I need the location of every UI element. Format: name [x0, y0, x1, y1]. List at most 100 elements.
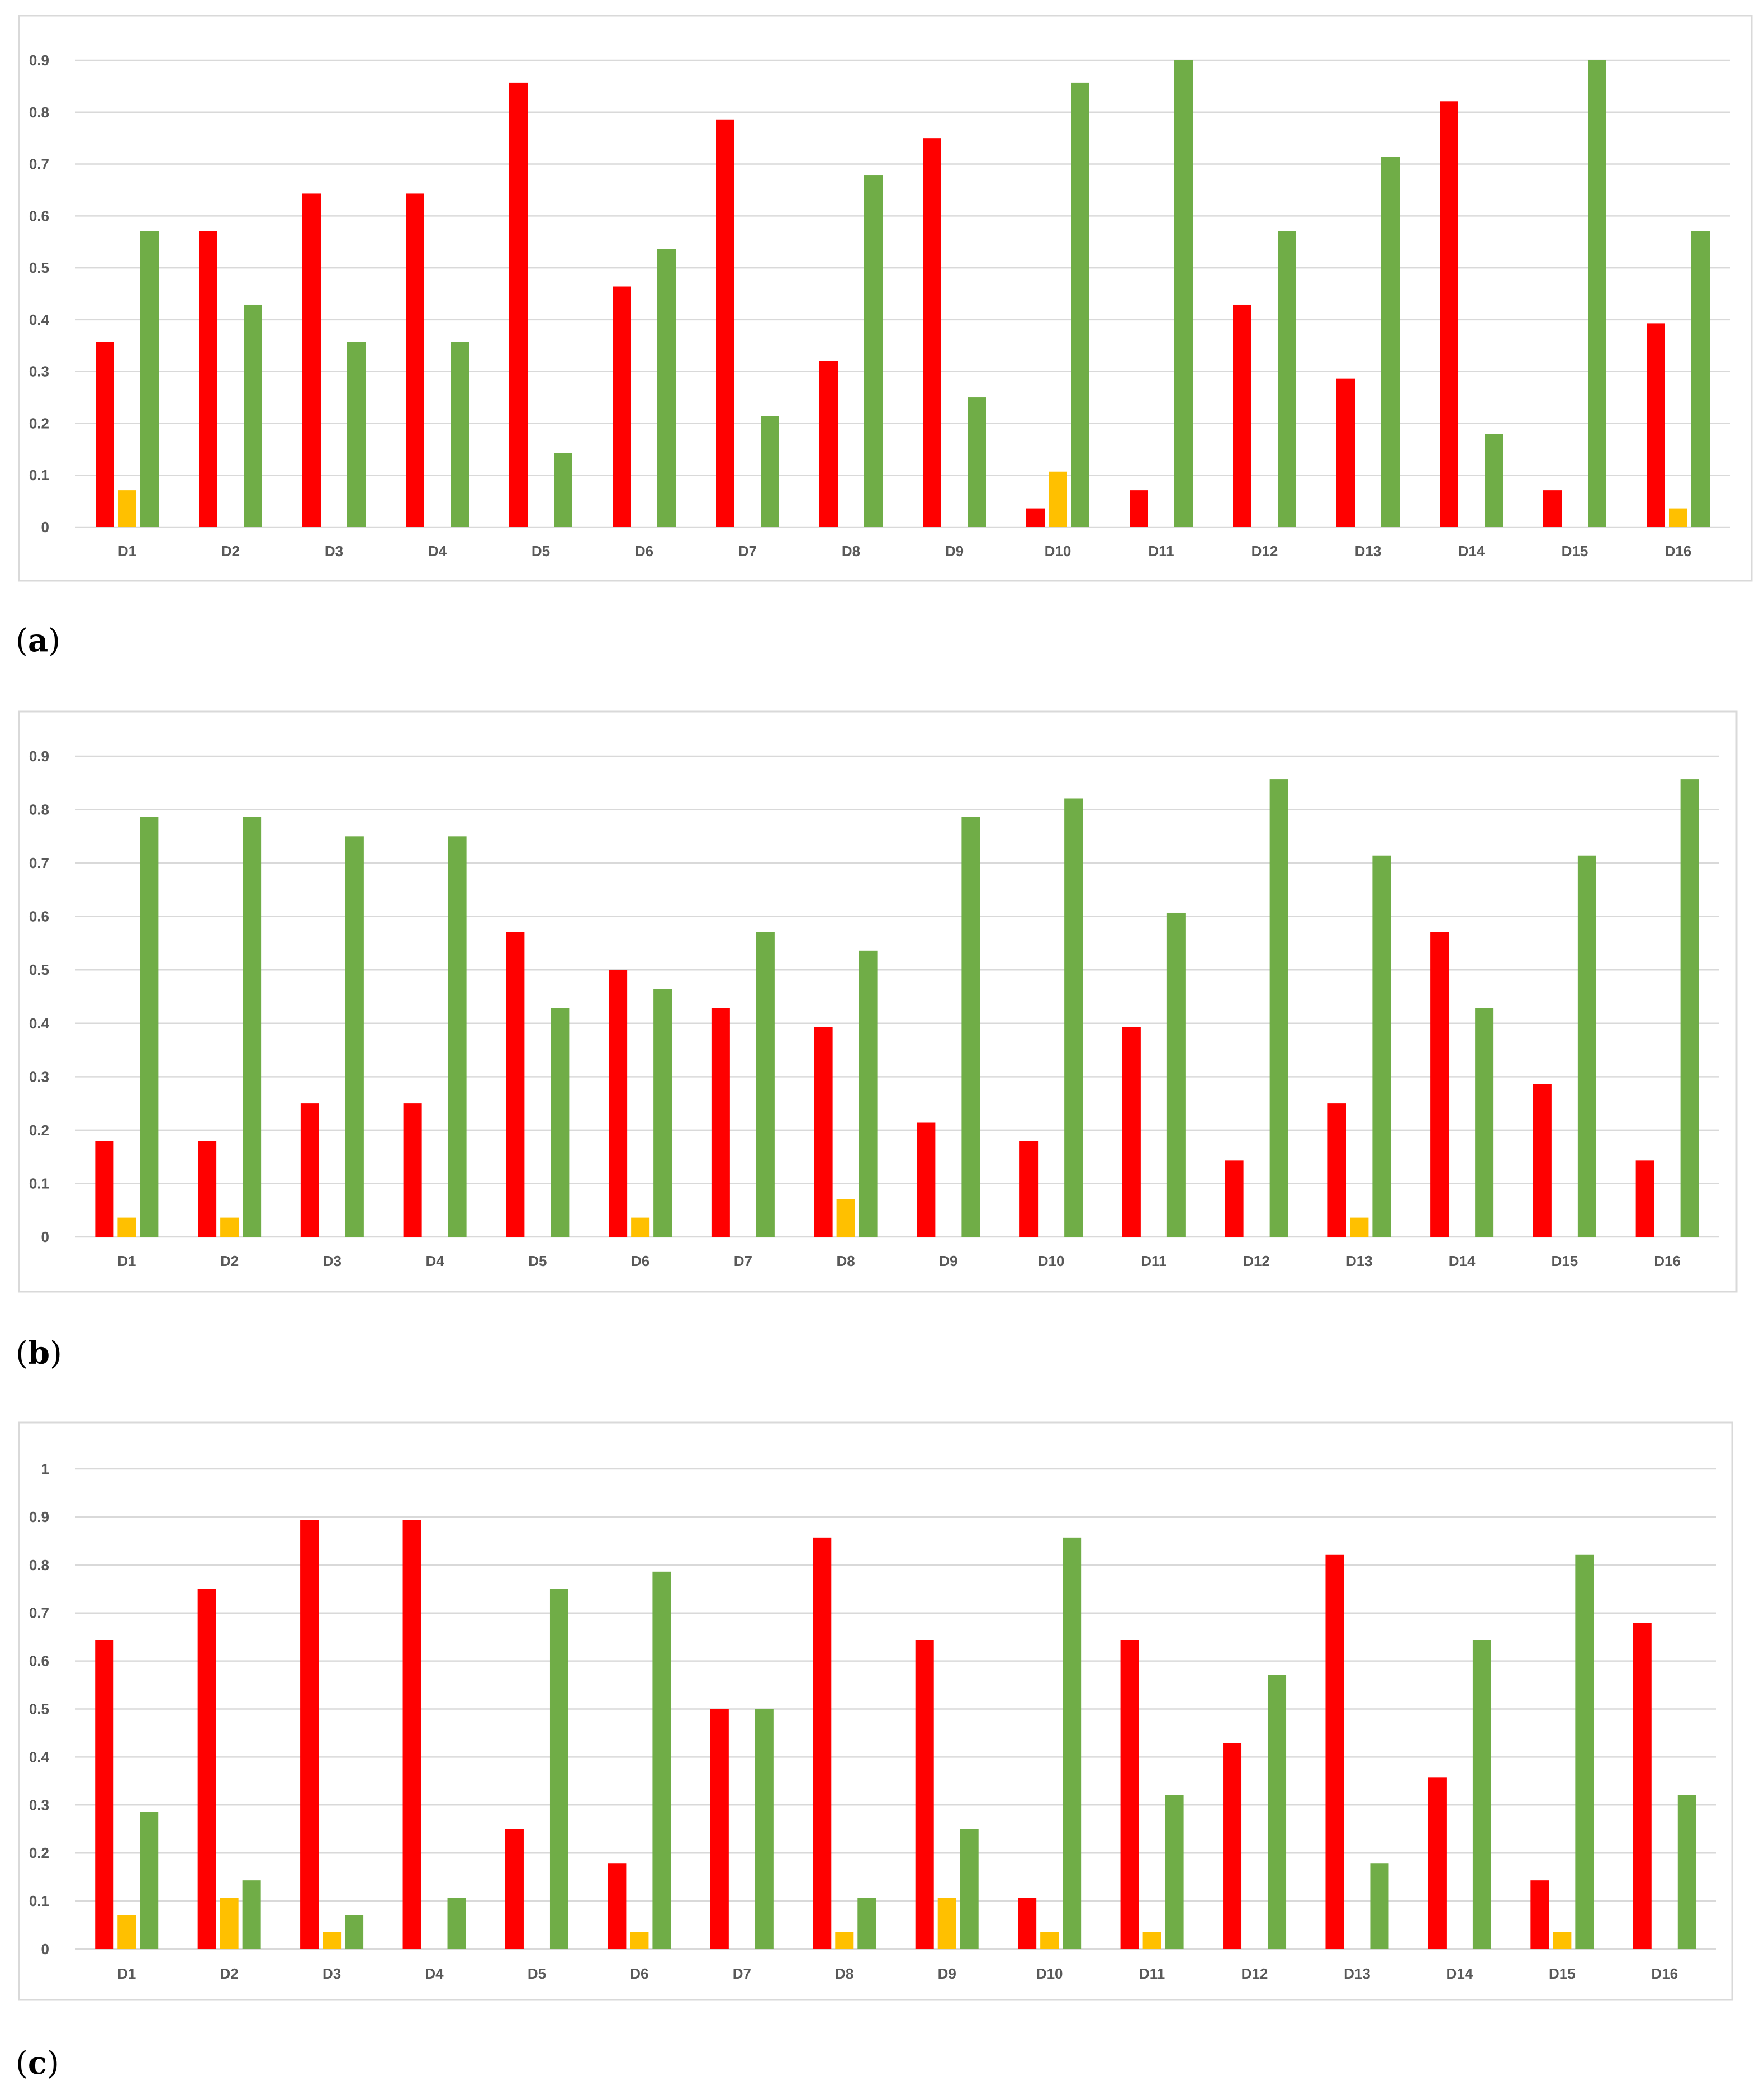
bar-red-d3 [300, 1520, 319, 1949]
bar-red-d16 [1647, 323, 1665, 527]
bar-red-d12 [1225, 1160, 1244, 1237]
y-tick-label: 0.9 [29, 52, 49, 69]
x-tick-label: D9 [939, 1253, 957, 1269]
x-tick-label: D5 [528, 1253, 547, 1269]
bar-red-d10 [1026, 508, 1045, 527]
y-tick-label: 1 [41, 1461, 49, 1477]
bar-red-d16 [1635, 1160, 1654, 1237]
bar-red-d5 [505, 1829, 524, 1949]
bar-red-d16 [1633, 1623, 1652, 1949]
bar-yellow-d10 [1040, 1932, 1059, 1949]
x-tick-label: D3 [323, 1253, 342, 1269]
x-tick-label: D4 [426, 1253, 445, 1269]
y-tick-label: 0.7 [29, 156, 49, 173]
bar-green-d16 [1680, 779, 1699, 1237]
bar-yellow-d8 [835, 1932, 854, 1949]
bar-green-d13 [1370, 1863, 1389, 1949]
y-tick-label: 0.5 [29, 961, 49, 978]
bar-green-d15 [1575, 1554, 1594, 1949]
bar-red-d6 [613, 286, 631, 527]
bar-green-d10 [1063, 1537, 1082, 1949]
bar-red-d12 [1233, 304, 1251, 527]
bar-green-d4 [451, 342, 469, 527]
bar-red-d1 [95, 1141, 114, 1237]
bar-yellow-d6 [631, 1217, 650, 1237]
bar-green-d2 [242, 1880, 261, 1949]
x-tick-label: D16 [1654, 1253, 1681, 1269]
bar-red-d2 [197, 1589, 216, 1949]
bar-red-d13 [1325, 1554, 1344, 1949]
bar-red-d8 [819, 361, 838, 527]
x-tick-label: D10 [1038, 1253, 1065, 1269]
bar-red-d11 [1122, 1027, 1141, 1237]
bar-green-d2 [243, 817, 262, 1237]
x-tick-label: D2 [221, 543, 240, 560]
x-tick-label: D10 [1036, 1965, 1063, 1982]
x-tick-label: D3 [323, 1965, 341, 1982]
y-tick-label: 0.3 [29, 1796, 49, 1813]
y-tick-label: 0.5 [29, 1701, 49, 1718]
panel-label-c: (c) [16, 2045, 59, 2081]
bar-red-d11 [1120, 1640, 1139, 1949]
bar-red-d2 [198, 1141, 217, 1237]
bar-green-d12 [1269, 779, 1288, 1237]
x-tick-label: D12 [1251, 543, 1278, 560]
bar-red-d13 [1327, 1103, 1346, 1237]
bar-green-d16 [1677, 1795, 1696, 1949]
bar-yellow-d1 [118, 490, 136, 527]
bar-yellow-d8 [836, 1199, 855, 1237]
bar-red-d10 [1019, 1141, 1039, 1237]
x-tick-label: D8 [842, 543, 860, 560]
bar-red-d5 [506, 932, 525, 1237]
bar-red-d14 [1428, 1777, 1447, 1949]
y-tick-label: 0 [41, 1941, 49, 1957]
x-tick-label: D7 [733, 1965, 751, 1982]
x-tick-label: D13 [1344, 1965, 1371, 1982]
y-tick-label: 0.1 [29, 1175, 49, 1192]
y-tick-label: 0.4 [29, 311, 50, 328]
bar-green-d5 [549, 1589, 568, 1949]
bar-green-d1 [140, 1812, 159, 1949]
bar-red-d10 [1018, 1898, 1037, 1949]
bar-red-d15 [1533, 1084, 1552, 1237]
x-tick-label: D8 [835, 1965, 853, 1982]
x-tick-label: D14 [1458, 543, 1485, 560]
x-tick-label: D1 [118, 543, 136, 560]
bar-yellow-d13 [1350, 1217, 1369, 1237]
bar-yellow-d15 [1553, 1932, 1572, 1949]
bar-green-d8 [864, 175, 883, 527]
bar-red-d7 [716, 119, 734, 527]
bar-red-d9 [917, 1122, 936, 1237]
x-tick-label: D4 [428, 543, 447, 560]
bar-red-d7 [711, 1008, 730, 1237]
x-tick-label: D14 [1449, 1253, 1476, 1269]
x-tick-label: D7 [738, 543, 757, 560]
y-tick-label: 0.4 [29, 1015, 50, 1032]
bar-yellow-d9 [937, 1898, 956, 1949]
panel-label-b: (b) [16, 1335, 62, 1372]
bar-red-d13 [1336, 378, 1355, 527]
y-tick-label: 0.7 [29, 855, 49, 871]
bar-yellow-d16 [1669, 508, 1687, 527]
bar-green-d8 [859, 950, 878, 1237]
bar-red-d7 [710, 1709, 729, 1949]
x-tick-label: D8 [837, 1253, 855, 1269]
x-tick-label: D13 [1346, 1253, 1373, 1269]
bar-green-d4 [447, 1898, 466, 1949]
x-tick-label: D9 [938, 1965, 956, 1982]
x-tick-label: D2 [220, 1253, 239, 1269]
bar-yellow-d10 [1049, 471, 1067, 527]
bar-green-d3 [345, 1915, 364, 1949]
bar-yellow-d11 [1142, 1932, 1161, 1949]
bar-yellow-d3 [323, 1932, 342, 1949]
bar-green-d9 [968, 397, 986, 527]
y-tick-label: 0.2 [29, 1122, 49, 1139]
y-tick-label: 0.6 [29, 1653, 49, 1670]
x-tick-label: D16 [1665, 543, 1692, 560]
bar-green-d8 [857, 1898, 876, 1949]
y-tick-label: 0.3 [29, 1068, 49, 1085]
bar-red-d3 [302, 193, 321, 527]
bar-red-d6 [609, 970, 628, 1237]
bar-green-d7 [756, 932, 775, 1237]
bar-green-d11 [1165, 1795, 1184, 1949]
